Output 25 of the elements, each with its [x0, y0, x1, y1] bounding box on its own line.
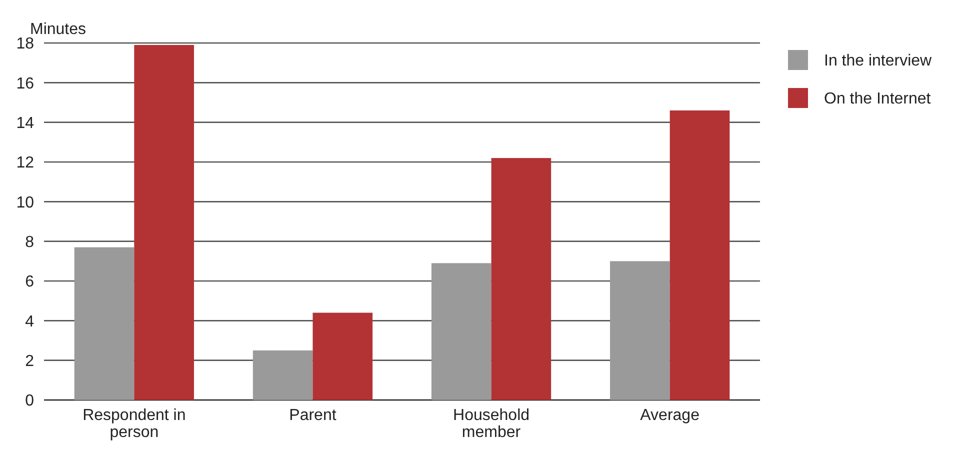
bar [74, 247, 134, 400]
bar [610, 261, 670, 400]
x-tick-label: Average [640, 407, 700, 424]
y-tick-label: 2 [25, 352, 34, 370]
y-tick-label: 0 [25, 392, 34, 410]
y-axis-title: Minutes [30, 21, 86, 38]
y-tick-label: 8 [25, 234, 34, 251]
x-tick-label: Parent [289, 407, 337, 424]
bar [431, 263, 492, 400]
bar [134, 44, 194, 400]
bar [670, 110, 730, 400]
y-tick-label: 14 [16, 114, 34, 132]
bar [491, 158, 552, 400]
y-tick-label: 12 [16, 154, 34, 172]
y-tick-label: 16 [16, 75, 34, 92]
legend-label: On the Internet [824, 90, 932, 108]
y-tick-label: 6 [25, 274, 34, 291]
x-tick-label: Respondent in person [82, 407, 186, 441]
y-tick-label: 18 [16, 36, 34, 53]
x-tick-label: Household member [453, 407, 530, 441]
bar [252, 350, 313, 400]
legend-label: In the interview [824, 52, 932, 70]
y-tick-label: 4 [25, 313, 34, 330]
y-tick-label: 10 [16, 194, 34, 212]
bar [312, 312, 373, 400]
